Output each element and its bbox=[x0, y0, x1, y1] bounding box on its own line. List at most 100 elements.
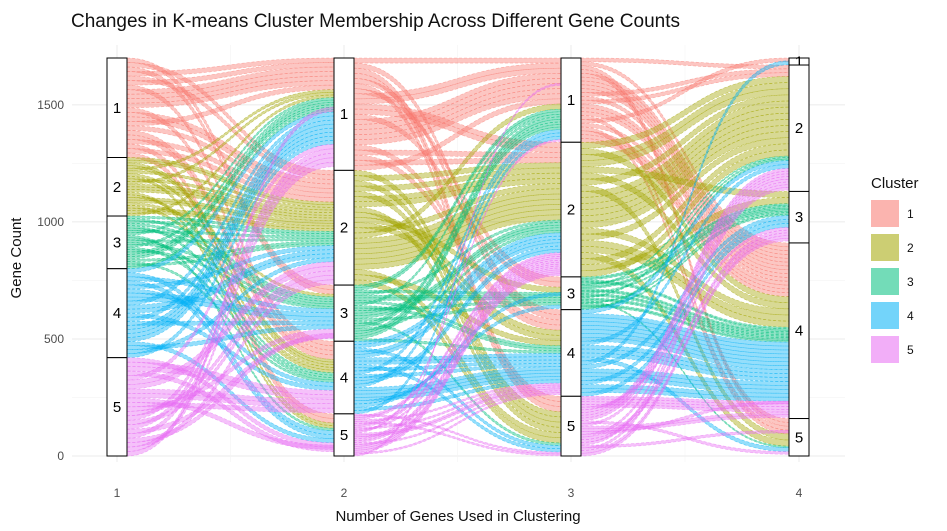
flow-2-to-4 bbox=[580, 227, 790, 316]
flow-4-to-1 bbox=[580, 60, 790, 366]
stratum-label-1-5: 5 bbox=[113, 399, 121, 416]
stratum-label-1-1: 1 bbox=[113, 100, 121, 117]
flow-5-to-2 bbox=[580, 176, 790, 422]
legend-label-2: 2 bbox=[907, 241, 914, 255]
legend-label-1: 1 bbox=[907, 207, 914, 221]
flow-3-to-2 bbox=[353, 222, 562, 314]
flow-5-to-2 bbox=[353, 271, 562, 451]
flow-1-to-1 bbox=[353, 57, 562, 64]
flow-5-to-4 bbox=[580, 400, 790, 435]
flow-2-to-1 bbox=[126, 92, 335, 185]
legend-key-5 bbox=[871, 336, 899, 363]
flow-4-to-1 bbox=[126, 135, 335, 342]
chart-title: Changes in K-means Cluster Membership Ac… bbox=[71, 11, 680, 32]
stratum-label-3-3: 3 bbox=[567, 285, 575, 302]
flow-4-to-4 bbox=[580, 317, 790, 351]
stratum-4-5 bbox=[788, 418, 810, 457]
flow-3-to-2 bbox=[353, 229, 562, 332]
flow-1-to-3 bbox=[126, 57, 335, 290]
flow-5-to-4 bbox=[353, 382, 562, 422]
flow-4-to-4 bbox=[580, 336, 790, 370]
stratum-2-5 bbox=[333, 413, 355, 457]
y-tick-label: 1000 bbox=[37, 215, 64, 229]
flow-3-to-3 bbox=[126, 218, 335, 300]
flow-1-to-4 bbox=[580, 80, 790, 259]
stratum-label-1-4: 4 bbox=[113, 305, 121, 322]
stratum-label-3-1: 1 bbox=[567, 92, 575, 109]
flow-3-to-1 bbox=[353, 121, 562, 334]
stratum-3-5 bbox=[560, 395, 582, 457]
legend-label-3: 3 bbox=[907, 275, 914, 289]
flow-1-to-4 bbox=[580, 122, 790, 286]
y-axis-ticks: 0 500 1000 1500 bbox=[37, 98, 64, 463]
flow-5-to-2 bbox=[353, 269, 562, 449]
flow-3-to-3 bbox=[580, 210, 790, 294]
legend-label-4: 4 bbox=[907, 309, 914, 323]
flow-5-to-2 bbox=[353, 252, 562, 418]
x-tick-label: 3 bbox=[568, 486, 575, 500]
flow-5-to-3 bbox=[580, 237, 790, 457]
flow-2-to-5 bbox=[353, 190, 562, 428]
flow-2-to-3 bbox=[580, 197, 790, 272]
flow-5-to-3 bbox=[580, 235, 790, 454]
flow-4-to-4 bbox=[580, 313, 790, 347]
stratum-boxes: 1 2 3 4 5 1 2 3 4 5 1 2 3 4 5 1 2 3 4 5 bbox=[106, 54, 810, 457]
alluvial-flows bbox=[126, 57, 790, 457]
y-tick-label: 0 bbox=[57, 449, 64, 463]
flow-5-to-1 bbox=[126, 106, 335, 457]
flow-3-to-1 bbox=[353, 126, 562, 340]
legend-title: Cluster bbox=[871, 175, 919, 192]
flow-3-to-3 bbox=[580, 209, 790, 290]
flow-1-to-4 bbox=[126, 130, 335, 356]
flow-3-to-4 bbox=[580, 304, 790, 343]
y-tick-label: 500 bbox=[44, 332, 64, 346]
flow-group bbox=[126, 57, 335, 457]
flow-5-to-1 bbox=[353, 83, 562, 457]
flow-2-to-2 bbox=[580, 131, 790, 229]
flow-4-to-4 bbox=[580, 333, 790, 367]
flow-4-to-1 bbox=[126, 140, 335, 358]
flow-3-to-4 bbox=[580, 294, 790, 337]
stratum-label-4-5: 5 bbox=[795, 429, 803, 446]
flow-3-to-2 bbox=[126, 230, 335, 239]
flow-1-to-1 bbox=[353, 93, 562, 146]
flow-1-to-2 bbox=[580, 68, 790, 97]
flow-3-to-3 bbox=[353, 299, 562, 311]
flow-group bbox=[580, 57, 790, 457]
flow-3-to-1 bbox=[353, 111, 562, 291]
x-axis-title: Number of Genes Used in Clustering bbox=[335, 508, 580, 525]
flow-1-to-2 bbox=[126, 148, 335, 203]
flow-5-to-2 bbox=[126, 274, 335, 426]
flow-2-to-2 bbox=[580, 119, 790, 217]
flow-2-to-2 bbox=[580, 100, 790, 198]
flow-3-to-3 bbox=[353, 289, 562, 296]
stratum-label-2-1: 1 bbox=[340, 106, 348, 123]
x-tick-label: 4 bbox=[796, 486, 803, 500]
flow-2-to-2 bbox=[353, 167, 562, 192]
flow-1-to-1 bbox=[126, 80, 335, 109]
flow-2-to-4 bbox=[353, 222, 562, 341]
flow-2-to-2 bbox=[580, 125, 790, 223]
stratum-label-1-3: 3 bbox=[113, 234, 121, 251]
flow-4-to-4 bbox=[580, 352, 790, 382]
flow-2-to-1 bbox=[126, 89, 335, 172]
flow-1-to-4 bbox=[580, 61, 790, 248]
stratum-label-4-1: 1 bbox=[795, 54, 803, 71]
stratum-1-5 bbox=[106, 357, 128, 457]
flow-4-to-4 bbox=[580, 321, 790, 355]
flow-1-to-5 bbox=[580, 115, 790, 431]
x-tick-label: 1 bbox=[114, 486, 121, 500]
flow-5-to-4 bbox=[353, 384, 562, 430]
flow-5-to-5 bbox=[126, 397, 335, 450]
stratum-label-1-2: 2 bbox=[113, 179, 121, 196]
flow-3-to-1 bbox=[353, 113, 562, 306]
stratum-label-3-4: 4 bbox=[567, 345, 575, 362]
flow-5-to-4 bbox=[126, 361, 335, 396]
stratum-label-3-2: 2 bbox=[567, 202, 575, 219]
flow-3-to-4 bbox=[580, 298, 790, 340]
flow-2-to-2 bbox=[353, 183, 562, 234]
flow-1-to-4 bbox=[580, 73, 790, 251]
legend-label-5: 5 bbox=[907, 343, 914, 357]
flow-4-to-3 bbox=[353, 304, 562, 405]
